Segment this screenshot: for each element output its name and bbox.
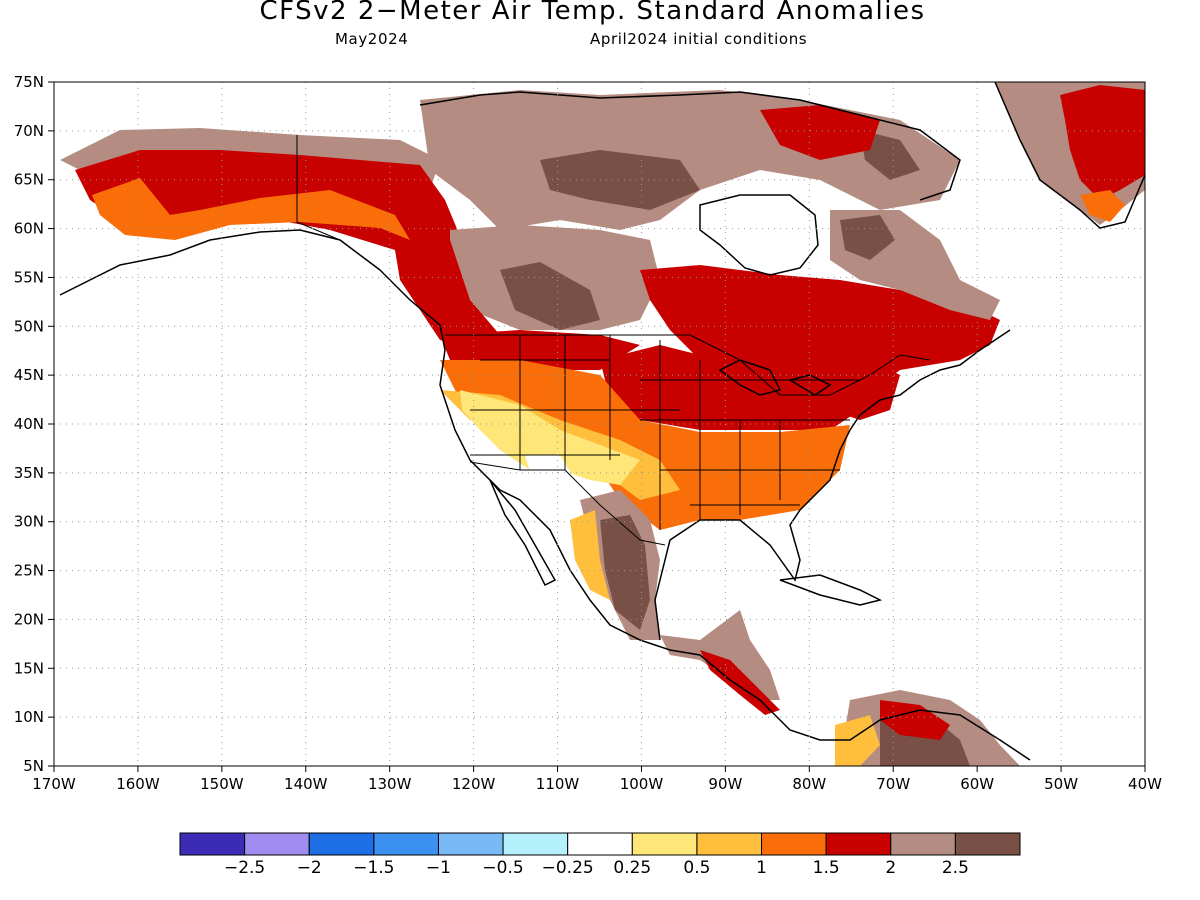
border-us-canada-east <box>689 334 931 396</box>
y-tick-label: 15N <box>14 659 44 677</box>
shade-arctic-darkbrown <box>540 150 700 210</box>
x-tick-label: 140W <box>284 775 328 793</box>
shade-plains-orange <box>440 360 850 530</box>
shade-alaska-orange <box>92 178 410 240</box>
y-tick-label: 30N <box>14 513 44 531</box>
state-lines-east <box>640 340 860 530</box>
colorbar-label: 0.5 <box>683 858 710 878</box>
y-tick-label: 25N <box>14 562 44 580</box>
shade-southwest-yellow <box>460 390 640 485</box>
shade-labrador-darkbrown <box>840 215 895 260</box>
y-tick-label: 45N <box>14 366 44 384</box>
colorbar-label: 2 <box>885 858 896 878</box>
y-tick-label: 75N <box>14 73 44 91</box>
shade-ontario-quebec-red <box>640 265 1000 420</box>
x-tick-label: 100W <box>620 775 664 793</box>
y-axis: 75N 70N 65N 60N 55N 50N 45N 40N 35N 30N 25N 20N 15N 1… <box>14 73 54 775</box>
y-tick-label: 70N <box>14 122 44 140</box>
colorbar-swatch <box>631 832 698 856</box>
y-tick-label: 35N <box>14 464 44 482</box>
x-tick-label: 170W <box>32 775 76 793</box>
y-tick-label: 5N <box>23 757 44 775</box>
colorbar-swatch <box>179 832 246 856</box>
x-tick-label: 90W <box>708 775 742 793</box>
shade-hudson-white <box>690 190 820 270</box>
coastline-cuba <box>779 574 883 606</box>
colorbar-swatch <box>825 832 892 856</box>
colorbar-label: −1.5 <box>353 858 394 878</box>
colorbar-label: −0.25 <box>542 858 594 878</box>
colorbar-label: 0.25 <box>613 858 651 878</box>
map-title: CFSv2 2−Meter Air Temp. Standard Anomali… <box>259 0 926 26</box>
colorbar-swatch <box>567 832 633 856</box>
shade-mexico-coast-orange <box>570 510 610 600</box>
forecast-month: May2024 <box>335 30 409 48</box>
shade-southwest-white <box>525 455 575 500</box>
x-tick-label: 60W <box>960 775 994 793</box>
colorbar-label: −2 <box>297 858 322 878</box>
colorbar-label: −1 <box>426 858 451 878</box>
coastline-baja <box>489 479 557 587</box>
coastline-greenland <box>994 82 1145 229</box>
colorbar-label: −0.5 <box>482 858 523 878</box>
shade-sa-red <box>880 700 950 740</box>
colorbar-swatch <box>890 832 956 856</box>
y-tick-label: 40N <box>14 415 44 433</box>
shade-arctic-darkbrown-2 <box>860 130 920 180</box>
colorbar-label: 1.5 <box>813 858 840 878</box>
x-tick-label: 50W <box>1044 775 1078 793</box>
shade-greenland-red <box>1060 85 1145 200</box>
border-alaska-canada <box>296 135 341 241</box>
shade-central-canada-darkbrown <box>500 262 600 330</box>
grid-lines <box>54 82 1145 766</box>
y-tick-label: 20N <box>14 610 44 628</box>
initial-conditions: April2024 initial conditions <box>590 30 808 48</box>
shade-mexico-darkbrown <box>600 515 650 630</box>
colorbar-label: −2.5 <box>224 858 265 878</box>
x-tick-label: 70W <box>876 775 910 793</box>
political-boundaries <box>296 135 931 546</box>
y-tick-label: 10N <box>14 708 44 726</box>
colorbar-swatch <box>308 832 375 856</box>
colorbar-swatch <box>761 832 827 856</box>
x-tick-label: 160W <box>116 775 160 793</box>
y-tick-label: 50N <box>14 317 44 335</box>
shade-central-america-brown <box>660 610 780 700</box>
y-tick-label: 55N <box>14 268 44 286</box>
y-tick-label: 65N <box>14 171 44 189</box>
colorbar-swatch <box>373 832 439 856</box>
colorbar-swatch <box>437 832 504 856</box>
shade-alaska-red <box>75 150 470 300</box>
shade-bc-red <box>395 240 500 345</box>
y-tick-label: 60N <box>14 220 44 238</box>
x-tick-label: 150W <box>200 775 244 793</box>
anomaly-field <box>60 82 1145 766</box>
shade-central-america-red <box>700 650 780 715</box>
shade-greenland-orange <box>1080 190 1125 222</box>
colorbar-swatch <box>696 832 763 856</box>
colorbar-swatch <box>244 832 310 856</box>
shade-midwest-red <box>600 345 860 430</box>
colorbar-swatch <box>502 832 569 856</box>
colorbar-label: 2.5 <box>942 858 969 878</box>
x-tick-label: 40W <box>1128 775 1162 793</box>
colorbar-swatch <box>954 832 1021 856</box>
x-tick-label: 130W <box>368 775 412 793</box>
x-axis: 170W 160W 150W 140W 130W 120W 110W 100W 90W 80W 70… <box>32 766 1162 793</box>
shade-arctic-red <box>760 105 880 160</box>
x-tick-label: 110W <box>536 775 580 793</box>
state-lines-west <box>470 335 680 470</box>
x-tick-label: 80W <box>792 775 826 793</box>
border-us-mexico <box>469 461 666 546</box>
colorbar: −2.5 −2 −1.5 −1 −0.5 −0.25 0.25 0.5 1 1.5 2 2.5 <box>179 832 1021 878</box>
coastline-hudson-bay <box>699 194 819 276</box>
colorbar-label: 1 <box>756 858 767 878</box>
x-tick-label: 120W <box>452 775 496 793</box>
